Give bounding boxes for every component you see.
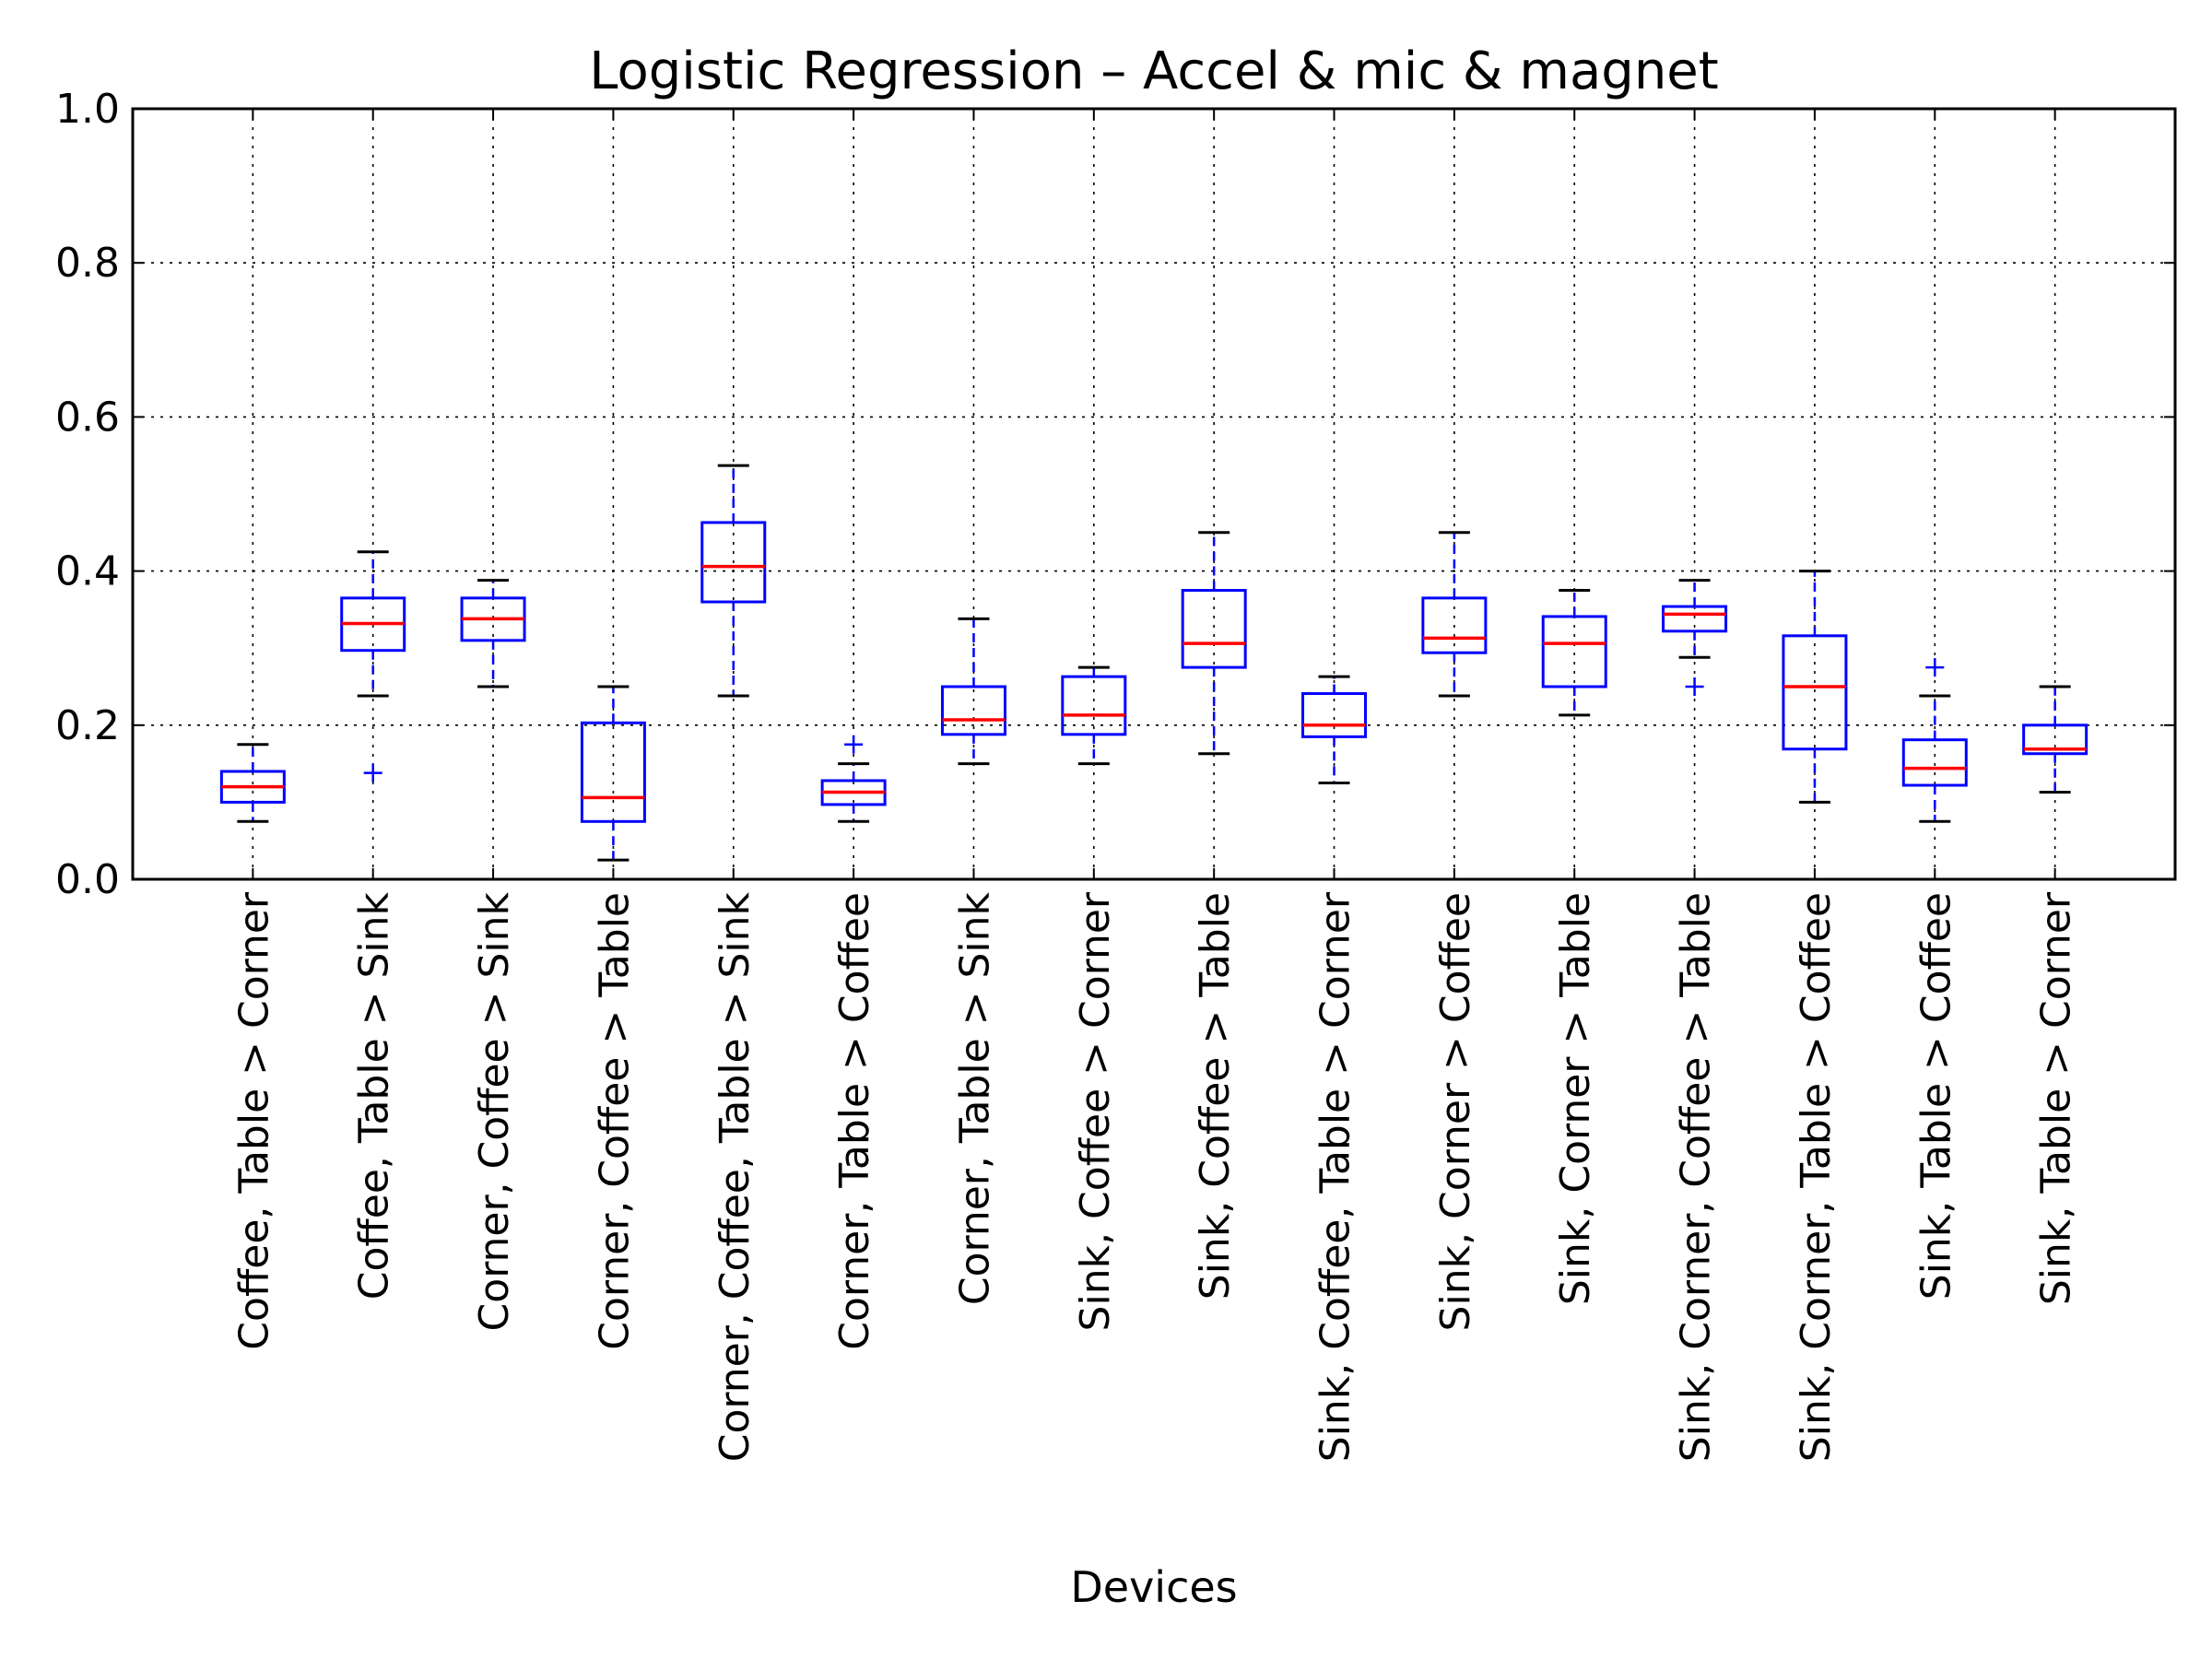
x-tick-label: Sink, Coffee > Corner [1072,891,1119,1331]
box-group [580,685,646,862]
box-group [1901,658,1968,823]
box-group [1421,531,1488,698]
x-tick-label: Sink, Corner > Table [1552,892,1599,1305]
flier-marker [363,763,382,782]
box-group [2022,685,2088,794]
x-tick-label: Coffee, Table > Corner [230,891,277,1350]
x-tick-label: Coffee, Table > Sink [351,891,398,1300]
box-group [1782,570,1848,804]
box-iqr [1061,675,1127,736]
x-tick-label: Sink, Table > Corner [2033,891,2080,1305]
x-tick-label: Corner, Coffee > Sink [471,891,518,1331]
box-group [340,550,406,782]
box-iqr [1662,605,1728,633]
flier-marker [1925,658,1945,677]
box-iqr [1421,596,1488,654]
box-group [1301,675,1368,784]
boxes-layer [219,464,2088,862]
x-tick-label: Sink, Corner, Coffee > Table [1673,892,1720,1462]
box-iqr [1782,634,1848,751]
box-group [700,464,767,698]
box-group [820,735,887,823]
box-iqr [1541,615,1607,688]
box-iqr [1181,589,1247,669]
box-group [1662,579,1728,696]
box-iqr [1301,692,1368,738]
box-group [1061,665,1127,766]
y-tick-label: 0.4 [55,548,120,595]
box-iqr [700,521,767,604]
ticks-layer: 0.0 0.2 0.4 0.6 0.8 1.0 Coffee, Table > Corner… [55,86,2175,1462]
box-group [1541,589,1607,717]
y-tick-label: 1.0 [55,86,120,133]
x-tick-label: Sink, Coffee, Table > Corner [1312,891,1359,1462]
y-tick-label: 0.8 [55,240,120,287]
box-iqr [1901,738,1968,787]
box-group [460,579,526,688]
chart-title: Logistic Regression – Accel & mic & magn… [589,41,1718,101]
box-group [219,743,286,823]
y-tick-label: 0.2 [55,702,120,749]
x-tick-label: Corner, Coffee > Table [591,892,638,1350]
flier-marker [1685,677,1704,696]
plot-frame [131,107,2177,881]
x-tick-label: Sink, Table > Coffee [1912,892,1959,1300]
y-tick-label: 0.6 [55,394,120,441]
y-tick-label: 0.0 [55,856,120,903]
box-group [1181,531,1247,756]
x-tick-label: Corner, Coffee, Table > Sink [712,891,759,1462]
box-iqr [2022,724,2088,756]
x-tick-label: Sink, Corner > Coffee [1432,892,1479,1331]
flier-marker [844,735,864,754]
x-tick-label: Corner, Table > Sink [951,891,998,1305]
x-tick-label: Sink, Coffee > Table [1192,892,1239,1300]
x-axis-label: Devices [1070,1562,1237,1612]
box-group [940,617,1006,766]
x-tick-label: Sink, Corner, Table > Coffee [1793,892,1840,1462]
x-tick-label: Corner, Table > Coffee [831,892,878,1350]
box-iqr [940,685,1006,736]
box-iqr [580,721,646,823]
